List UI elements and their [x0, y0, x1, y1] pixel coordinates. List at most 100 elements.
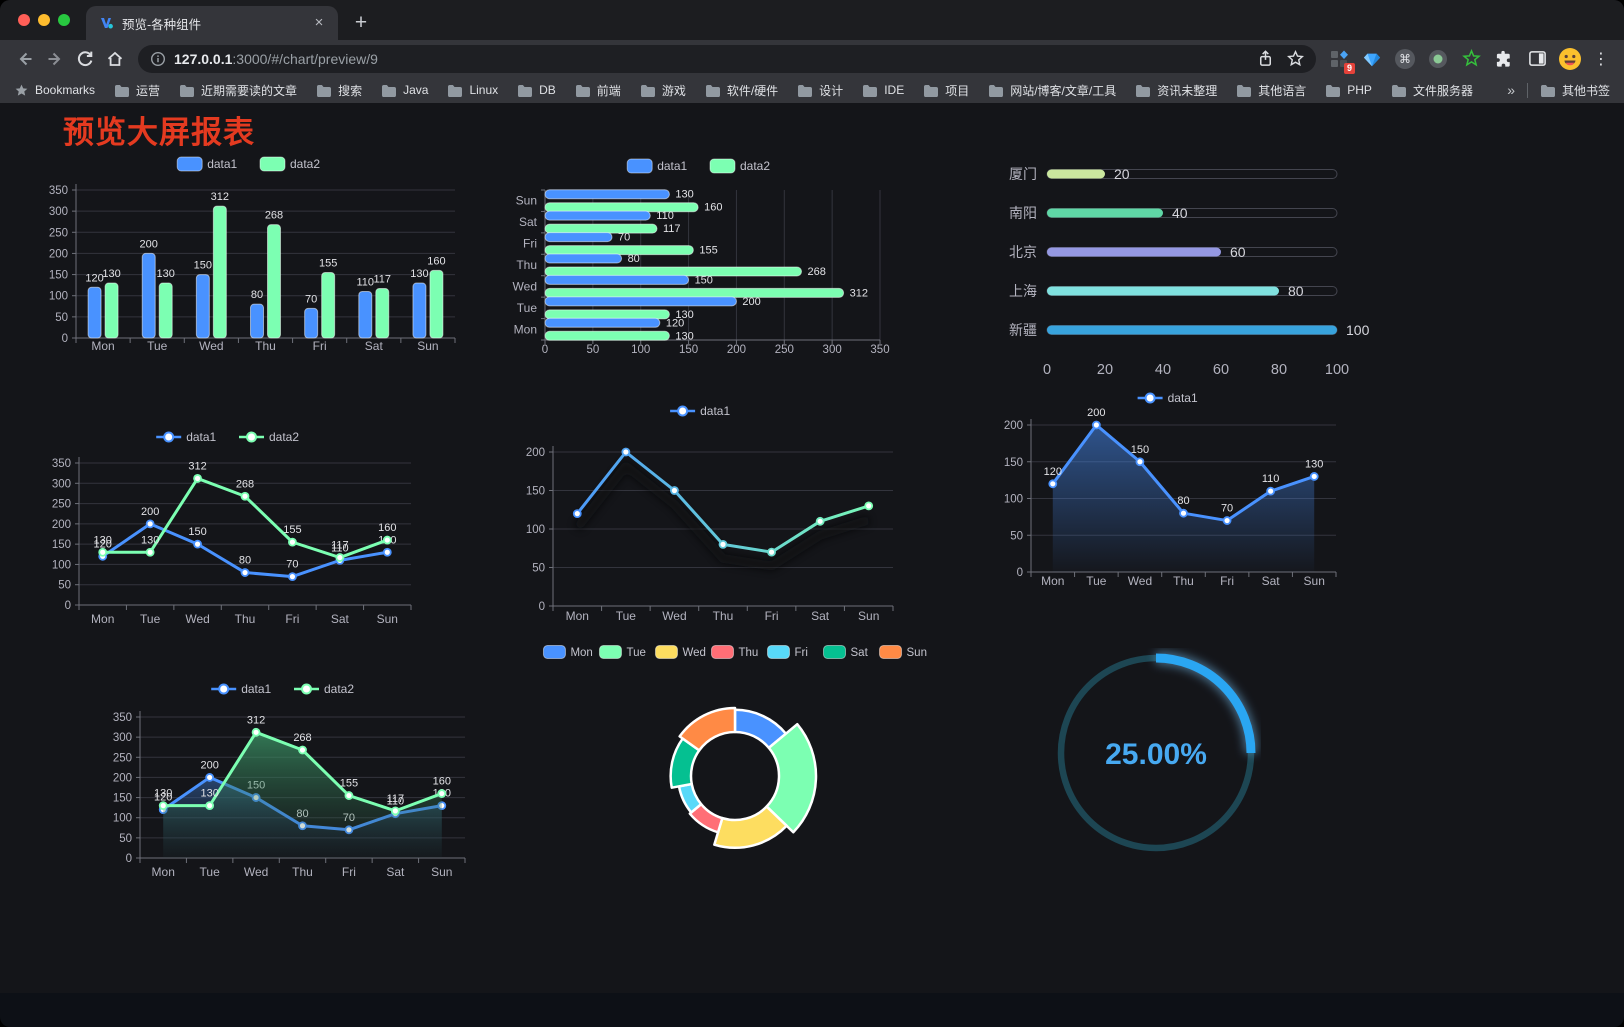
url-text[interactable]: 127.0.0.1:3000/#/chart/preview/9 — [174, 51, 1250, 67]
legend-item[interactable]: data1 — [156, 430, 217, 444]
bookmarks-overflow-chevron[interactable]: » — [1507, 82, 1515, 98]
city-progress-chart[interactable]: 厦门 20 南阳 40 北京 60 上海 80 新疆 100 0 20 40 60 80 100 — [993, 152, 1375, 384]
folder-icon — [1326, 84, 1341, 97]
svg-text:350: 350 — [52, 458, 71, 470]
legend-item[interactable]: data2 — [239, 430, 299, 444]
legend-item[interactable]: data1 — [626, 158, 688, 174]
legend-item[interactable]: data2 — [294, 682, 354, 696]
svg-text:117: 117 — [374, 274, 392, 286]
svg-text:厦门: 厦门 — [1009, 166, 1037, 182]
tab-close-icon[interactable]: × — [314, 14, 324, 31]
site-info-icon[interactable] — [150, 51, 166, 67]
bookmark-folder[interactable]: 近期需要读的文章 — [179, 82, 297, 99]
workspace-extension-icon[interactable]: 9 — [1326, 46, 1355, 74]
back-button[interactable] — [10, 44, 40, 74]
minimize-window-button[interactable] — [38, 14, 50, 26]
svg-text:Tue: Tue — [517, 301, 538, 315]
legend-item[interactable]: Mon — [542, 645, 593, 660]
svg-text:Wed: Wed — [199, 339, 223, 353]
folder-icon — [924, 84, 939, 97]
home-button[interactable] — [100, 44, 130, 74]
bookmark-folder[interactable]: 网站/博客/文章/工具 — [988, 82, 1116, 99]
green-star-extension-icon[interactable] — [1458, 46, 1484, 72]
bookmark-folder[interactable]: 其他语言 — [1236, 82, 1306, 99]
bookmark-folder[interactable]: 资讯未整理 — [1135, 82, 1217, 99]
bookmarks-manager-item[interactable]: Bookmarks — [14, 83, 95, 98]
svg-text:130: 130 — [675, 189, 693, 201]
svg-text:Mon: Mon — [152, 865, 175, 879]
svg-text:50: 50 — [532, 563, 545, 575]
command-extension-icon[interactable]: ⌘ — [1392, 46, 1418, 72]
close-window-button[interactable] — [18, 14, 30, 26]
svg-text:Tue: Tue — [140, 612, 161, 626]
gradient-line-chart[interactable]: 0 50 100 150 200 Mon Tue Wed Thu Fri Sat Sun data1 — [505, 400, 900, 625]
other-bookmarks-folder[interactable]: 其他书签 — [1540, 82, 1610, 99]
pie-slice[interactable] — [713, 805, 788, 849]
pie-slice[interactable] — [678, 706, 737, 752]
tab-favicon-icon — [101, 18, 113, 29]
bookmark-folder[interactable]: Java — [381, 83, 428, 97]
bookmark-folder[interactable]: PHP — [1325, 83, 1372, 97]
svg-text:50: 50 — [586, 344, 599, 356]
legend-item[interactable]: data1 — [211, 682, 272, 696]
area-line-chart-two-series[interactable]: 0 50 100 150 200 250 300 350 Mon Tue Wed Thu Fri Sat S… — [100, 678, 470, 884]
sidebar-toggle-icon[interactable] — [1524, 46, 1550, 72]
progress-gauge[interactable]: 25.00% — [1051, 648, 1261, 858]
forward-button[interactable] — [40, 44, 70, 74]
svg-text:25.00%: 25.00% — [1105, 738, 1207, 771]
grouped-bar-chart[interactable]: 0 50 100 150 200 250 300 350 Mon Tue Wed Thu Fri Sat S… — [42, 150, 460, 360]
bookmark-folder[interactable]: 搜索 — [316, 82, 362, 99]
line-chart-two-series[interactable]: 0 50 100 150 200 250 300 350 Mon Tue Wed Thu Fri Sat S… — [45, 428, 415, 632]
legend-item[interactable]: data1 — [176, 156, 238, 172]
legend-item[interactable]: data1 — [670, 404, 730, 418]
legend-item[interactable]: data2 — [259, 156, 320, 172]
pie-slice[interactable] — [677, 782, 703, 814]
bookmark-folder[interactable]: 项目 — [923, 82, 969, 99]
rose-pie-chart[interactable]: Mon Tue Wed Thu Fri Sat Sun — [535, 638, 935, 890]
browser-menu-button[interactable]: ⋮ — [1593, 50, 1609, 68]
area-line-chart[interactable]: 0 50 100 150 200 Mon Tue Wed Thu Fri Sat Sun 120 200 1… — [995, 388, 1345, 594]
folder-icon — [1391, 84, 1406, 97]
bookmark-folder[interactable]: 运营 — [114, 82, 160, 99]
bookmark-folder[interactable]: 文件服务器 — [1391, 82, 1473, 99]
maximize-window-button[interactable] — [58, 14, 70, 26]
home-icon — [107, 51, 123, 66]
horizontal-bar-chart[interactable]: 0 50 100 150 200 250 300 350 Sun 130 160 Sat 110 117 F… — [505, 152, 897, 364]
svg-text:70: 70 — [286, 559, 298, 571]
legend-item[interactable]: Thu — [710, 645, 758, 660]
extension-badge: 9 — [1343, 62, 1355, 74]
legend-item[interactable]: data2 — [709, 158, 770, 174]
address-bar[interactable]: 127.0.0.1:3000/#/chart/preview/9 — [138, 44, 1316, 74]
pie-slice[interactable] — [765, 722, 818, 834]
new-tab-button[interactable]: + — [354, 11, 368, 34]
browser-tab[interactable]: 预览-各种组件 × — [86, 6, 338, 40]
svg-text:200: 200 — [113, 772, 132, 784]
gem-extension-icon[interactable] — [1359, 46, 1385, 72]
bookmark-folder[interactable]: 软件/硬件 — [705, 82, 778, 99]
legend-item[interactable]: Fri — [767, 645, 808, 660]
legend-item[interactable]: Sat — [823, 645, 869, 660]
bookmark-page-button[interactable] — [1280, 44, 1310, 74]
profile-avatar[interactable] — [1557, 46, 1583, 72]
recorder-extension-icon[interactable] — [1425, 46, 1451, 72]
svg-text:80: 80 — [628, 253, 640, 265]
bookmark-folder[interactable]: 设计 — [797, 82, 843, 99]
pie-slice[interactable] — [688, 802, 724, 834]
legend-item[interactable]: Wed — [654, 645, 706, 660]
share-button[interactable] — [1250, 44, 1280, 74]
bookmark-folder[interactable]: DB — [517, 83, 556, 97]
legend-item[interactable]: Sun — [879, 645, 927, 660]
svg-text:130: 130 — [141, 534, 159, 546]
bookmark-folder[interactable]: 游戏 — [640, 82, 686, 99]
bookmark-folder[interactable]: 前端 — [575, 82, 621, 99]
bookmark-folder[interactable]: Linux — [447, 83, 498, 97]
svg-text:100: 100 — [49, 291, 68, 303]
svg-text:200: 200 — [727, 344, 746, 356]
legend-item[interactable]: data1 — [1137, 391, 1198, 405]
reload-button[interactable] — [70, 44, 100, 74]
svg-text:Mon: Mon — [566, 609, 589, 623]
svg-text:Thu: Thu — [516, 258, 537, 272]
extensions-puzzle-icon[interactable] — [1491, 46, 1517, 72]
legend-item[interactable]: Tue — [598, 645, 646, 660]
bookmark-folder[interactable]: IDE — [862, 83, 904, 97]
